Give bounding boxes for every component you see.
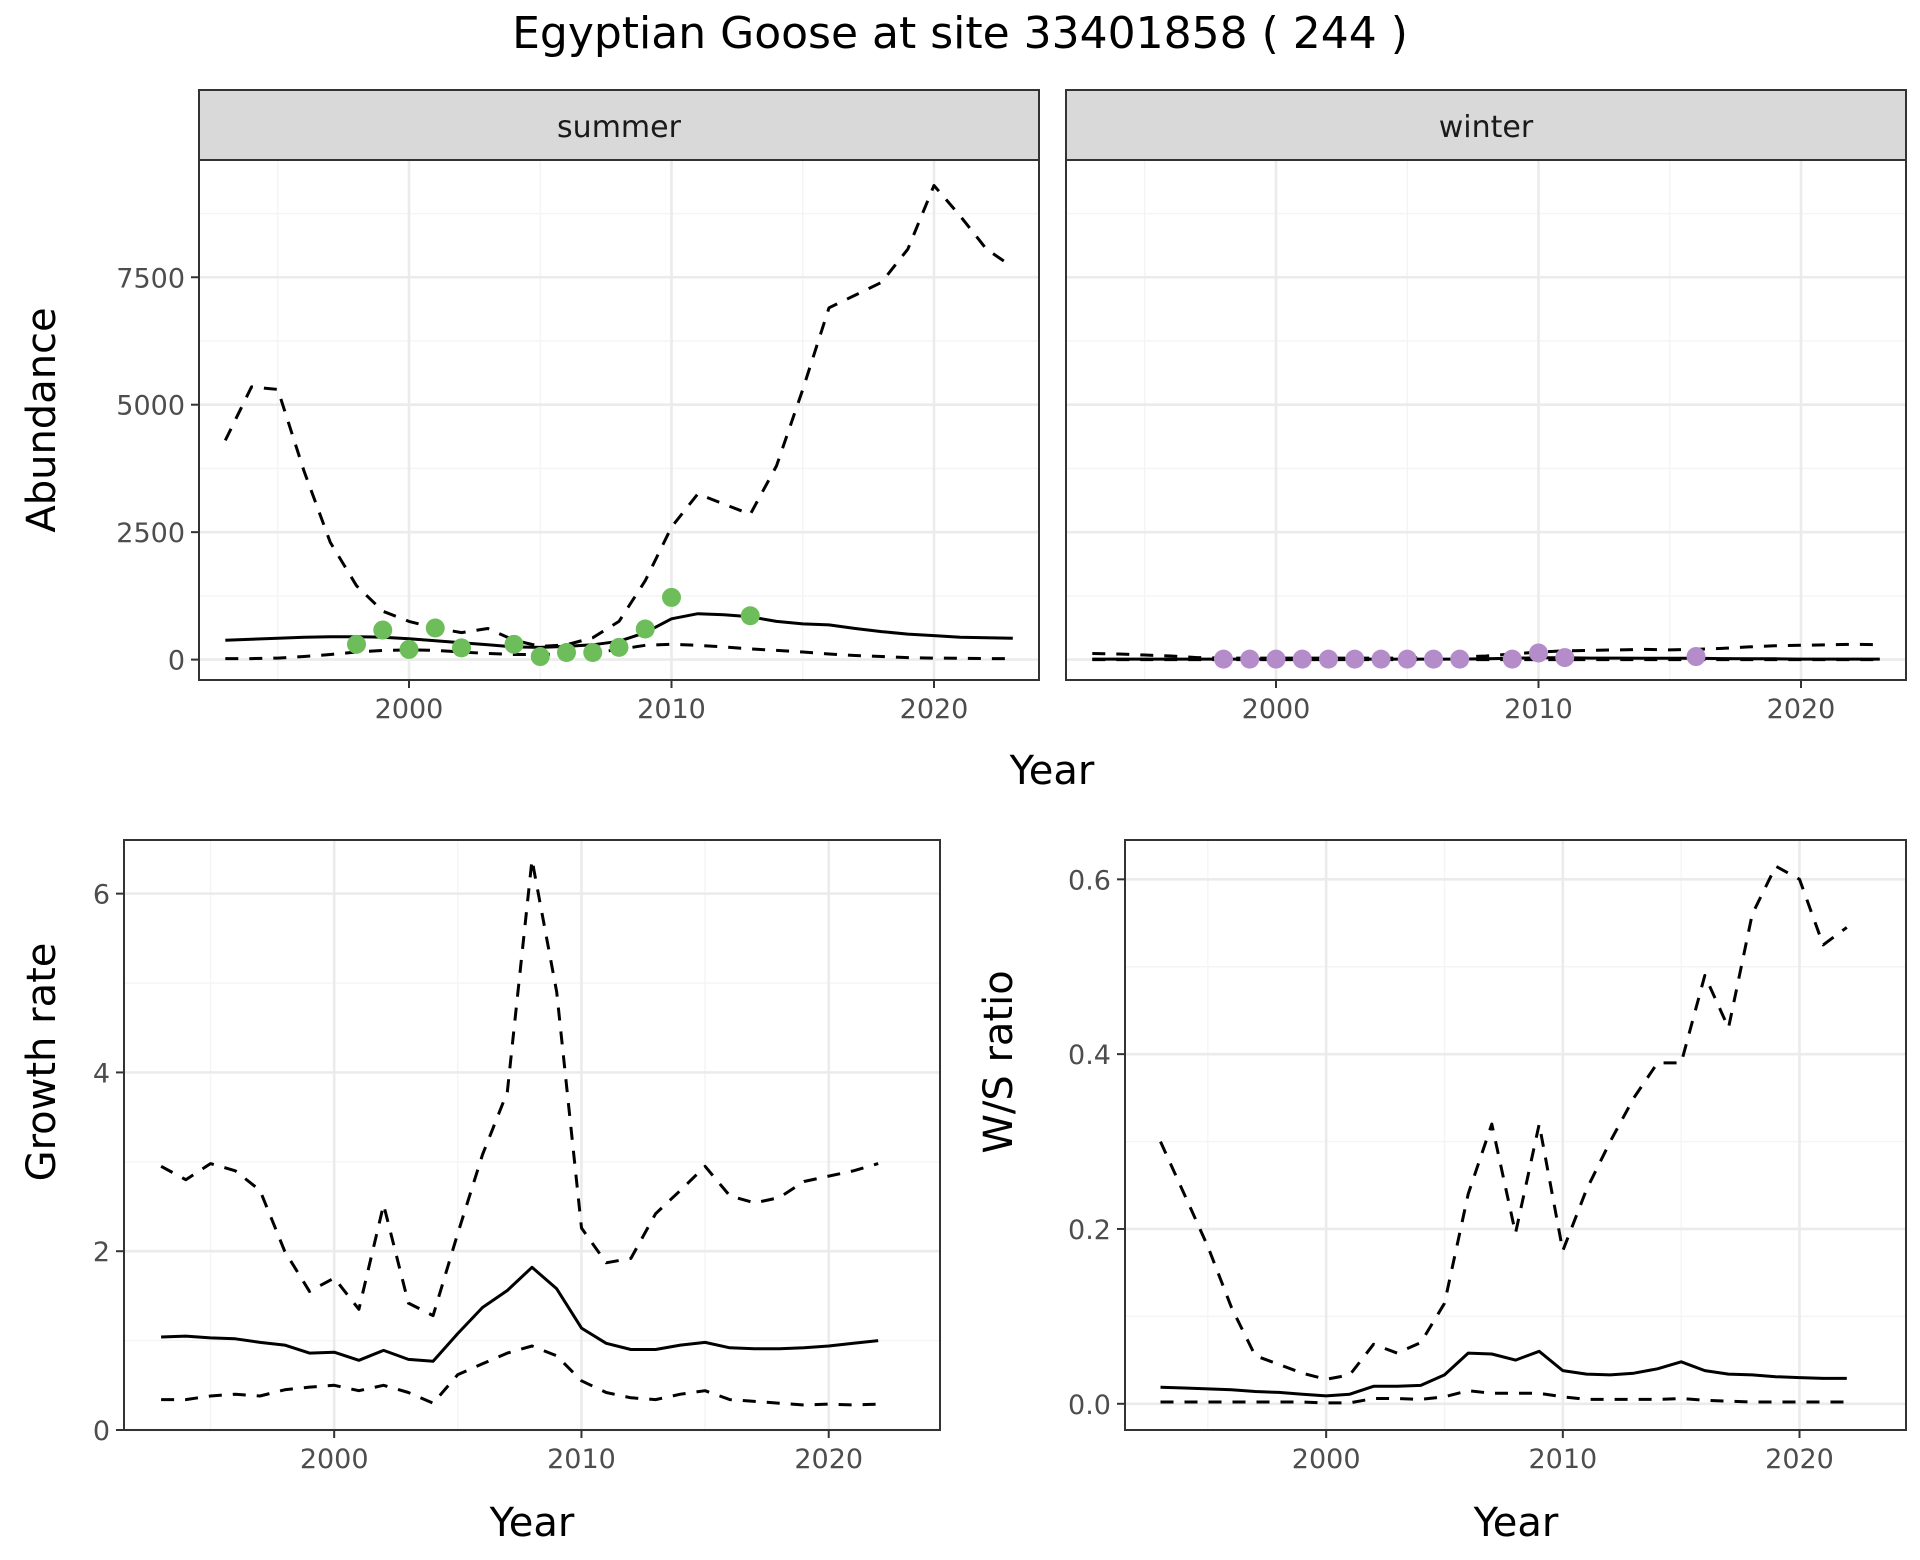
plot-area <box>1125 840 1906 1430</box>
ws-ratio-x-axis-title: Year <box>1473 1500 1559 1546</box>
observed-count-point <box>1292 649 1312 669</box>
upper-ci-line <box>160 858 879 1318</box>
y-tick-label: 2 <box>93 1237 110 1268</box>
y-tick-label: 5000 <box>116 391 185 422</box>
observed-count-point <box>373 620 393 640</box>
observed-count-point <box>1555 648 1575 668</box>
observed-count-point <box>425 618 445 638</box>
observed-count-point <box>740 606 760 626</box>
abundance-y-axis-title: Abundance <box>19 307 65 532</box>
panel-border <box>1124 839 1907 1431</box>
x-tick-label: 2000 <box>375 694 444 725</box>
observed-count-point <box>504 634 524 654</box>
observed-count-point <box>530 647 550 667</box>
estimate-line <box>1160 1349 1847 1398</box>
observed-count-point <box>1240 649 1260 669</box>
x-tick-label: 2010 <box>1504 694 1573 725</box>
observed-count-point <box>1529 643 1548 663</box>
strip-summer-label: summer <box>557 110 682 145</box>
x-tick-label: 2020 <box>900 694 969 725</box>
observed-count-point <box>1319 649 1338 669</box>
panel-border <box>1065 159 1907 681</box>
observed-count-point <box>1397 649 1417 669</box>
upper-ci-line <box>223 184 1014 648</box>
panel-border <box>198 159 1040 681</box>
y-tick-label: 6 <box>93 880 110 911</box>
lower-ci-line <box>161 1344 879 1407</box>
growth-y-axis-title: Growth rate <box>19 943 65 1182</box>
plot-area <box>1066 160 1906 680</box>
y-tick-label: 4 <box>93 1058 110 1089</box>
ws-ratio-panel: 2000 2010 2020 0.0 0.2 0.4 0.6 <box>1068 839 1907 1475</box>
x-tick-label: 2000 <box>1292 1444 1361 1475</box>
observed-count-point <box>399 639 419 659</box>
observed-count-point <box>1266 649 1286 669</box>
ws-ratio-y-axis-title: W/S ratio <box>976 970 1022 1153</box>
abundance-summer-panel: 2000 2010 2020 0 2500 5000 7500 <box>116 159 1040 725</box>
abundance-x-axis-title: Year <box>1009 748 1095 794</box>
observed-count-point <box>1371 649 1391 669</box>
x-tick-label: 2020 <box>794 1444 863 1475</box>
plot-area <box>199 160 1039 680</box>
strip-summer-background <box>198 89 1040 161</box>
abundance-winter-panel: 2000 2010 2020 <box>1065 159 1907 725</box>
observed-count-point <box>635 619 655 639</box>
observed-count-point <box>557 642 576 662</box>
observed-count-point <box>1214 649 1233 669</box>
x-tick-label: 2010 <box>547 1444 616 1475</box>
observed-count-point <box>662 587 681 607</box>
strip-winter-background <box>1065 89 1907 161</box>
observed-count-point <box>1686 647 1706 667</box>
observed-count-point <box>1345 649 1365 669</box>
plot-area <box>124 840 940 1430</box>
x-tick-label: 2010 <box>1528 1444 1597 1475</box>
y-tick-label: 0 <box>168 646 185 677</box>
estimate-line <box>161 1265 879 1363</box>
x-tick-label: 2000 <box>300 1444 369 1475</box>
y-tick-label: 0.0 <box>1068 1390 1111 1421</box>
observed-count-point <box>452 638 471 658</box>
facet-strip-winter: winter <box>1065 89 1907 161</box>
x-tick-label: 2020 <box>1767 694 1836 725</box>
observed-count-point <box>1450 649 1470 669</box>
y-tick-label: 7500 <box>116 263 185 294</box>
observed-count-point <box>1424 649 1443 669</box>
strip-winter-label: winter <box>1439 110 1534 145</box>
y-tick-label: 0.2 <box>1068 1215 1111 1246</box>
estimate-line <box>1092 656 1880 661</box>
observed-count-point <box>347 634 366 654</box>
observed-count-point <box>1502 649 1522 669</box>
chart-title: Egyptian Goose at site 33401858 ( 244 ) <box>512 8 1408 59</box>
y-tick-label: 2500 <box>116 518 185 549</box>
x-tick-label: 2010 <box>637 694 706 725</box>
y-tick-label: 0.4 <box>1068 1040 1111 1071</box>
lower-ci-line <box>1160 1389 1847 1405</box>
growth-x-axis-title: Year <box>489 1500 575 1546</box>
observed-count-point <box>583 642 603 662</box>
panel-border <box>123 839 941 1431</box>
y-tick-label: 0 <box>93 1416 110 1447</box>
x-tick-label: 2020 <box>1765 1444 1834 1475</box>
facet-strip-summer: summer <box>198 89 1040 161</box>
x-tick-label: 2000 <box>1242 694 1311 725</box>
y-tick-label: 0.6 <box>1068 865 1111 896</box>
growth-rate-panel: 2000 2010 2020 0 2 4 6 <box>93 839 941 1475</box>
observed-count-point <box>609 637 629 657</box>
